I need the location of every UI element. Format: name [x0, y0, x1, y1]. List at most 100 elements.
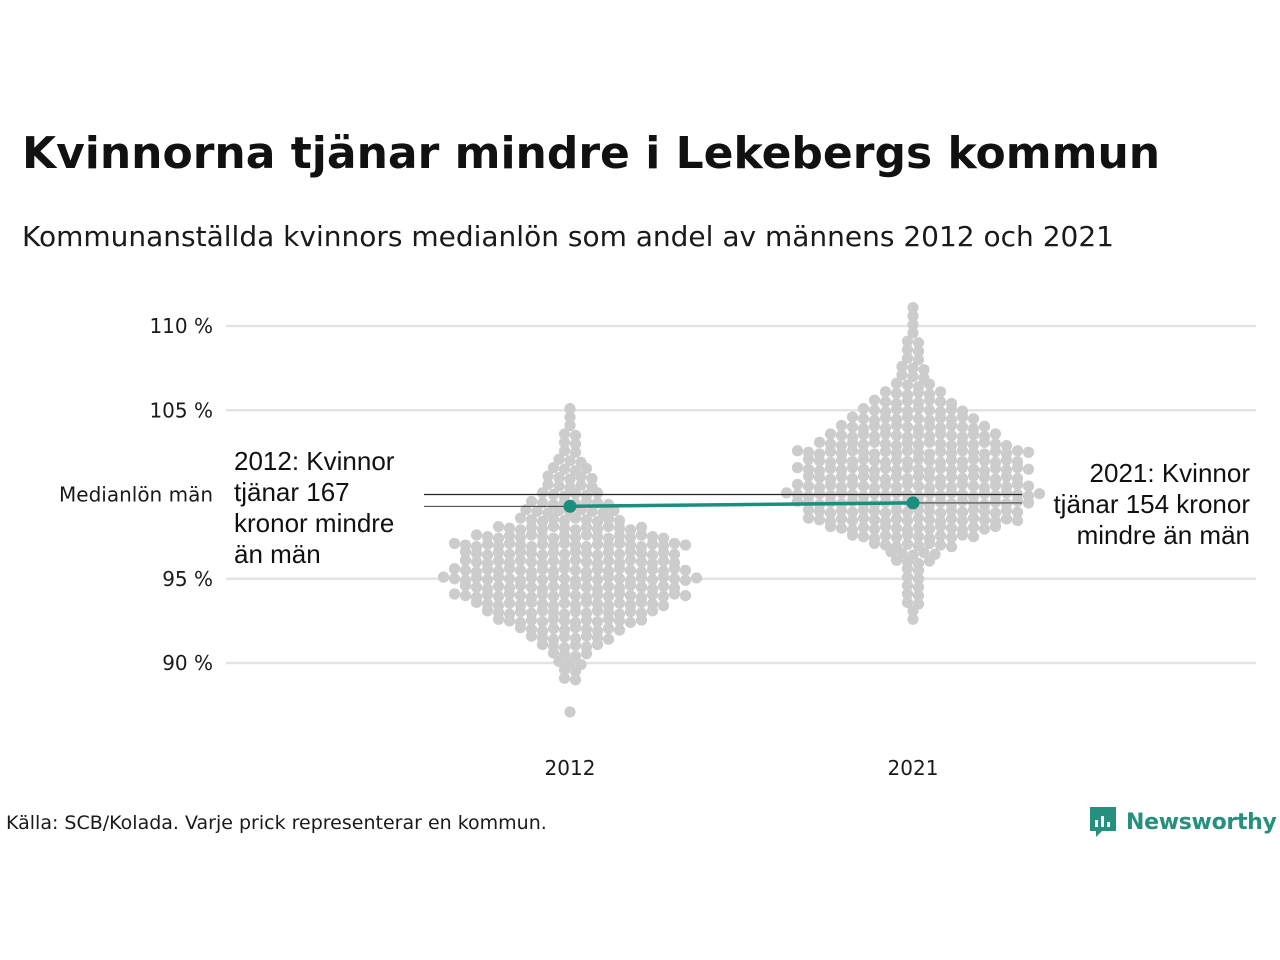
data-point: [967, 463, 980, 475]
data-point: [978, 523, 991, 535]
data-point: [967, 531, 980, 543]
data-point: [824, 456, 837, 468]
data-point: [437, 571, 450, 583]
logo-text: Newsworthy: [1126, 809, 1277, 835]
data-point: [586, 472, 598, 485]
data-point: [956, 456, 969, 468]
data-point: [657, 580, 670, 592]
data-point: [569, 632, 582, 645]
annotation-2012-line: tjänar 167: [234, 477, 350, 507]
data-point: [503, 573, 516, 585]
data-point: [448, 563, 461, 575]
annotation-2021-line: 2021: Kvinnor: [1090, 458, 1251, 488]
data-point: [613, 608, 626, 620]
data-point: [547, 565, 560, 577]
data-point: [912, 354, 925, 366]
data-point: [536, 583, 549, 595]
data-point: [1011, 456, 1024, 468]
data-point: [591, 515, 604, 527]
data-point: [1011, 514, 1024, 527]
data-point: [912, 413, 925, 425]
data-point: [901, 524, 914, 536]
data-point: [558, 573, 571, 585]
data-point: [901, 352, 914, 364]
data-point: [967, 413, 980, 425]
data-point: [514, 599, 527, 611]
data-point: [890, 481, 903, 493]
y-axis-ticks: 110 % 105 % 95 % 90 % Medianlön män: [59, 314, 213, 675]
data-point: [635, 566, 648, 578]
data-point: [602, 580, 615, 592]
highlight-point: [563, 499, 577, 513]
data-point: [824, 515, 837, 527]
data-point: [879, 539, 892, 551]
data-point: [956, 514, 969, 527]
data-point: [580, 623, 593, 635]
data-point: [536, 515, 549, 527]
data-point: [646, 549, 659, 561]
data-point: [907, 549, 919, 561]
data-point: [857, 463, 870, 475]
data-point: [564, 419, 576, 432]
data-point: [613, 582, 626, 594]
data-point: [868, 430, 881, 442]
data-point: [989, 456, 1002, 468]
data-point: [945, 439, 958, 452]
data-point: [956, 472, 969, 485]
data-point: [1022, 490, 1035, 502]
data-point: [580, 489, 593, 501]
data-point: [846, 431, 859, 443]
data-point: [657, 590, 670, 602]
data-point: [868, 465, 881, 477]
data-point: [945, 429, 958, 442]
data-point: [945, 397, 958, 410]
data-point: [635, 541, 648, 553]
data-point: [835, 439, 848, 452]
annotation-2021-line: tjänar 154 kronor: [1053, 489, 1250, 519]
data-point: [868, 404, 881, 416]
data-point: [492, 580, 505, 592]
data-point: [835, 481, 848, 493]
newsworthy-logo[interactable]: Newsworthy: [1088, 804, 1277, 840]
highlight-point: [906, 496, 920, 510]
data-point: [470, 591, 483, 603]
data-point: [679, 539, 692, 551]
data-point: [879, 489, 892, 501]
data-point: [923, 482, 936, 494]
data-point: [923, 448, 936, 460]
data-point: [967, 490, 980, 502]
data-point: [868, 448, 881, 460]
data-point: [1022, 446, 1035, 458]
data-point: [558, 608, 571, 620]
data-point: [679, 574, 692, 586]
data-point: [580, 541, 593, 553]
data-point: [813, 448, 826, 460]
data-point: [857, 413, 870, 425]
data-point: [912, 581, 925, 593]
data-point: [912, 540, 925, 552]
data-point: [978, 482, 991, 494]
data-point: [558, 557, 571, 569]
data-point: [923, 430, 936, 442]
data-point: [564, 482, 576, 494]
data-point: [514, 554, 527, 566]
data-point: [536, 549, 549, 561]
data-point: [602, 600, 615, 612]
data-point: [923, 465, 936, 477]
data-point: [470, 541, 483, 553]
data-point: [635, 581, 648, 593]
data-point: [569, 599, 582, 611]
data-point: [989, 515, 1002, 527]
data-point: [624, 590, 637, 602]
data-point: [901, 538, 914, 550]
data-point: [525, 495, 538, 507]
data-point: [835, 513, 848, 525]
data-point: [459, 574, 472, 586]
data-point: [569, 524, 582, 536]
data-point: [564, 403, 576, 415]
data-point: [901, 579, 914, 592]
data-point: [470, 581, 483, 593]
data-point: [824, 473, 837, 485]
data-point: [514, 590, 527, 602]
data-point: [613, 573, 626, 585]
